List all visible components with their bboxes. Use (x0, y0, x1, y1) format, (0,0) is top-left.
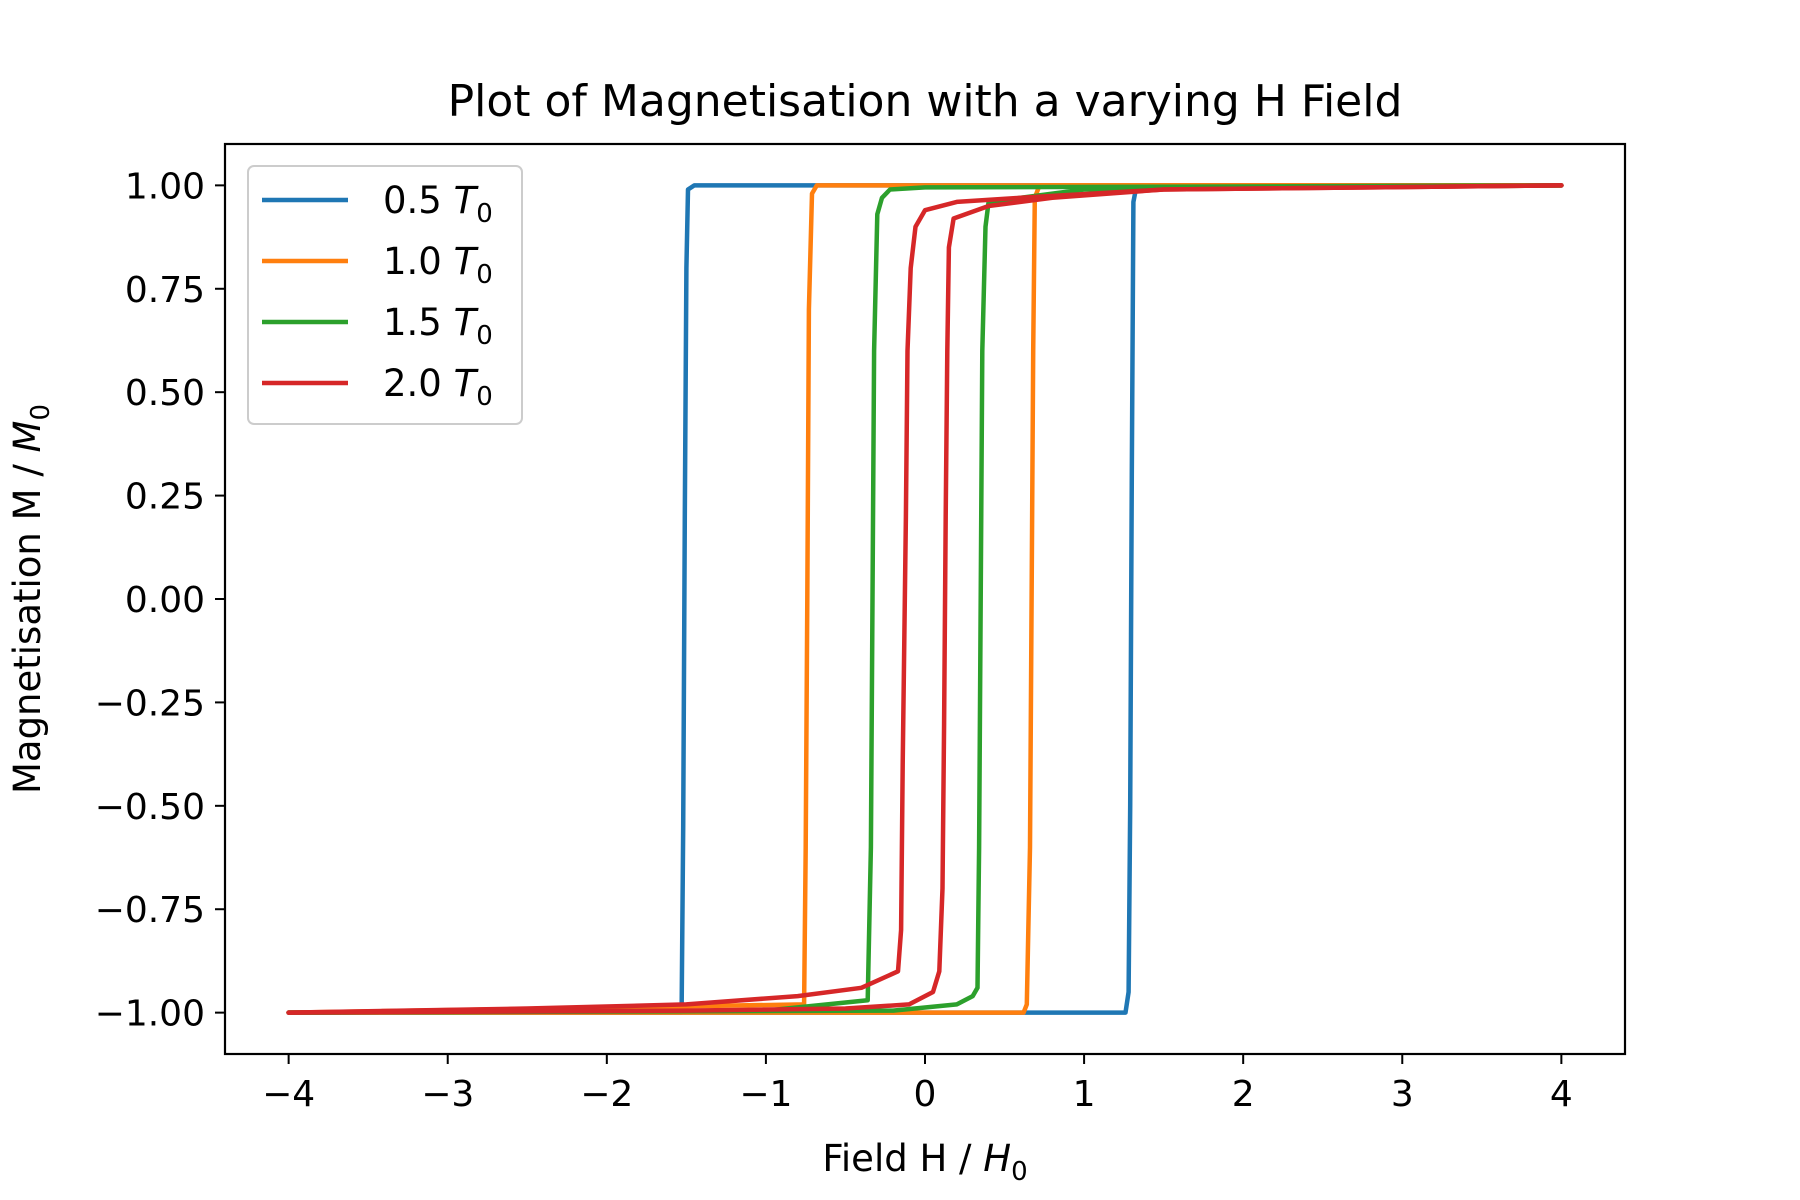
legend-label-value: 2.0 (383, 362, 454, 405)
y-tick-label: 0.00 (125, 580, 205, 621)
y-axis-label-symbol: M (6, 421, 49, 453)
y-tick-label: 0.75 (125, 270, 205, 311)
y-tick-label: −1.00 (95, 994, 205, 1035)
legend-label-0-5: 0.5 T0 (383, 179, 493, 229)
x-tick-label: 0 (914, 1074, 937, 1115)
y-axis-label-text: Magnetisation M / (6, 452, 49, 794)
y-axis-label: Magnetisation M / M0 (6, 404, 56, 794)
y-tick-label: −0.75 (95, 890, 205, 931)
legend-box (247, 165, 523, 425)
legend-label-2-0: 2.0 T0 (383, 362, 493, 412)
x-tick-label: −3 (421, 1074, 474, 1115)
series-line-1-0-ascending (286, 183, 1564, 1015)
x-axis-label-text: Field H / (822, 1137, 983, 1180)
y-tick-label: 0.50 (125, 373, 205, 414)
y-tick-label: −0.25 (95, 683, 205, 724)
legend-label-symbol: T (454, 240, 479, 283)
series-layer (286, 183, 1564, 1015)
x-tick-label: −4 (262, 1074, 315, 1115)
legend-label-1-0: 1.0 T0 (383, 240, 493, 290)
series-line-1-5-descending (286, 183, 1564, 1015)
legend-label-subscript: 0 (476, 260, 493, 290)
x-tick-label: 3 (1391, 1074, 1414, 1115)
legend-label-subscript: 0 (476, 199, 493, 229)
legend-label-subscript: 0 (476, 321, 493, 351)
series-line-1-0-descending (286, 183, 1564, 1015)
x-tick-label: 2 (1232, 1074, 1255, 1115)
x-tick-label: 4 (1550, 1074, 1573, 1115)
legend-label-value: 1.0 (383, 240, 454, 283)
x-axis-label: Field H / H0 (822, 1137, 1027, 1187)
chart-title: Plot of Magnetisation with a varying H F… (448, 76, 1403, 127)
y-tick-label: −0.50 (95, 787, 205, 828)
legend-label-symbol: T (454, 362, 479, 405)
legend: 0.5 T01.0 T01.5 T02.0 T0 (247, 165, 523, 425)
legend-label-symbol: T (454, 179, 479, 222)
legend-label-symbol: T (454, 301, 479, 344)
y-tick-label: 0.25 (125, 477, 205, 518)
x-tick-label: 1 (1073, 1074, 1096, 1115)
series-line-2-0-descending (286, 183, 1564, 1015)
x-tick-label: −2 (580, 1074, 633, 1115)
series-line-0-5-descending (286, 183, 1564, 1015)
x-tick-label: −1 (739, 1074, 792, 1115)
series-line-2-0-ascending (286, 183, 1564, 1015)
y-tick-label: 1.00 (125, 166, 205, 207)
legend-label-value: 1.5 (383, 301, 454, 344)
legend-label-subscript: 0 (476, 382, 493, 412)
legend-label-value: 0.5 (383, 179, 454, 222)
x-axis-label-symbol: H (983, 1137, 1011, 1180)
y-axis-label-subscript: 0 (26, 404, 56, 421)
x-axis-label-subscript: 0 (1011, 1157, 1028, 1187)
legend-label-1-5: 1.5 T0 (383, 301, 493, 351)
y-axis: 1.00 0.75 0.50 0.25 0.00 −0.25 −0.50 −0.75 −1.00 (95, 166, 225, 1035)
x-axis: −4 −3 −2 −1 0 1 2 3 4 (262, 1054, 1573, 1115)
